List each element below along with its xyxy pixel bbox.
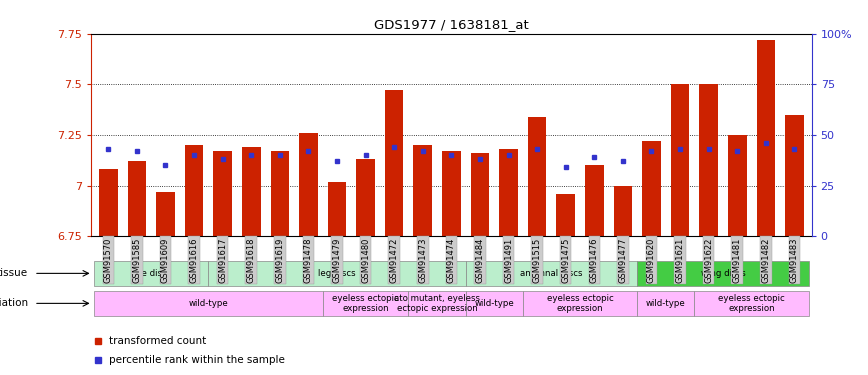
- Text: GSM91585: GSM91585: [133, 237, 141, 283]
- Bar: [728, 135, 746, 236]
- Text: eyeless ectopic
expression: eyeless ectopic expression: [332, 294, 399, 313]
- Text: GSM91479: GSM91479: [332, 237, 341, 283]
- Text: antennal discs: antennal discs: [520, 269, 582, 278]
- Bar: [442, 151, 461, 236]
- Bar: [99, 170, 117, 236]
- Text: GSM91484: GSM91484: [476, 237, 484, 283]
- FancyBboxPatch shape: [94, 261, 208, 286]
- Bar: [700, 84, 718, 236]
- Bar: [271, 151, 289, 236]
- FancyBboxPatch shape: [94, 291, 323, 316]
- Text: GSM91475: GSM91475: [562, 237, 570, 283]
- Bar: [757, 40, 775, 236]
- Bar: [242, 147, 260, 236]
- Title: GDS1977 / 1638181_at: GDS1977 / 1638181_at: [374, 18, 529, 31]
- Text: GSM91609: GSM91609: [161, 237, 170, 283]
- FancyBboxPatch shape: [465, 291, 523, 316]
- Bar: [385, 90, 404, 236]
- Bar: [671, 84, 689, 236]
- Bar: [556, 194, 575, 236]
- Text: GSM91621: GSM91621: [675, 237, 685, 283]
- FancyBboxPatch shape: [465, 261, 637, 286]
- Text: GSM91618: GSM91618: [247, 237, 256, 283]
- Text: eyeless ectopic
expression: eyeless ectopic expression: [547, 294, 614, 313]
- Text: GSM91617: GSM91617: [218, 237, 227, 283]
- Text: genotype/variation: genotype/variation: [0, 298, 29, 308]
- Bar: [585, 165, 603, 236]
- Text: eye discs: eye discs: [131, 269, 171, 278]
- Bar: [328, 182, 346, 236]
- FancyBboxPatch shape: [208, 261, 465, 286]
- Bar: [499, 149, 518, 236]
- Bar: [786, 115, 804, 236]
- FancyBboxPatch shape: [637, 291, 694, 316]
- Text: GSM91620: GSM91620: [647, 237, 656, 283]
- Text: GSM91515: GSM91515: [533, 237, 542, 283]
- Text: GSM91482: GSM91482: [761, 237, 770, 283]
- Bar: [156, 192, 174, 236]
- Text: wild-type: wild-type: [475, 299, 514, 308]
- FancyBboxPatch shape: [694, 291, 809, 316]
- Text: GSM91481: GSM91481: [733, 237, 742, 283]
- Text: GSM91478: GSM91478: [304, 237, 313, 283]
- Text: GSM91616: GSM91616: [189, 237, 199, 283]
- Text: eyeless ectopic
expression: eyeless ectopic expression: [718, 294, 785, 313]
- Text: leg discs: leg discs: [319, 269, 356, 278]
- Bar: [470, 153, 490, 236]
- Text: GSM91473: GSM91473: [418, 237, 427, 283]
- Text: GSM91476: GSM91476: [589, 237, 599, 283]
- FancyBboxPatch shape: [523, 291, 637, 316]
- Text: transformed count: transformed count: [109, 336, 207, 346]
- Text: wing discs: wing discs: [700, 269, 746, 278]
- Bar: [299, 133, 318, 236]
- Text: GSM91483: GSM91483: [790, 237, 799, 283]
- Text: GSM91622: GSM91622: [704, 237, 713, 283]
- Bar: [642, 141, 661, 236]
- Bar: [128, 161, 146, 236]
- FancyBboxPatch shape: [637, 261, 809, 286]
- Bar: [185, 145, 203, 236]
- Text: percentile rank within the sample: percentile rank within the sample: [109, 355, 285, 365]
- Text: GSM91619: GSM91619: [275, 237, 285, 283]
- Bar: [214, 151, 232, 236]
- Text: GSM91474: GSM91474: [447, 237, 456, 283]
- Text: GSM91477: GSM91477: [618, 237, 628, 283]
- FancyBboxPatch shape: [409, 291, 465, 316]
- Bar: [356, 159, 375, 236]
- Text: GSM91570: GSM91570: [104, 237, 113, 283]
- Bar: [614, 186, 632, 236]
- Text: GSM91480: GSM91480: [361, 237, 370, 283]
- Text: wild-type: wild-type: [188, 299, 228, 308]
- Text: tissue: tissue: [0, 268, 29, 278]
- Text: GSM91472: GSM91472: [390, 237, 398, 283]
- Bar: [528, 117, 547, 236]
- Bar: [413, 145, 432, 236]
- Text: GSM91491: GSM91491: [504, 237, 513, 283]
- FancyBboxPatch shape: [323, 291, 409, 316]
- Text: wild-type: wild-type: [646, 299, 686, 308]
- Text: ato mutant, eyeless
ectopic expression: ato mutant, eyeless ectopic expression: [394, 294, 480, 313]
